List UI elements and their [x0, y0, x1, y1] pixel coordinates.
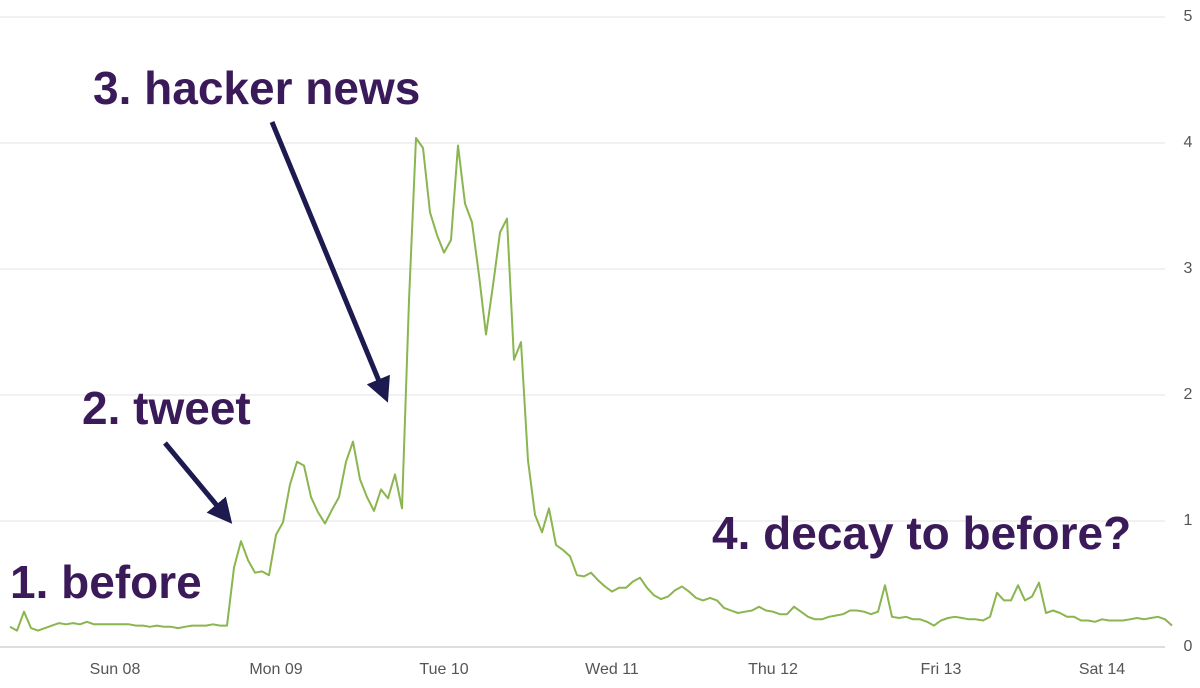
x-tick-label: Tue 10	[419, 661, 468, 678]
series-line	[9, 137, 1173, 632]
hn-arrow	[269, 121, 390, 403]
x-tick-label: Sun 08	[90, 661, 141, 678]
x-tick-label: Wed 11	[585, 661, 639, 678]
x-tick-label: Thu 12	[748, 661, 798, 678]
annotation: 4. decay to before?	[712, 507, 1131, 559]
plot	[9, 137, 1173, 632]
y-tick-label: 3	[1184, 260, 1193, 277]
x-tick-label: Sat 14	[1079, 661, 1125, 678]
x-tick-label: Mon 09	[249, 661, 302, 678]
y-tick-label: 1	[1184, 512, 1193, 529]
y-tick-label: 2	[1184, 386, 1193, 403]
annotation: 1. before	[10, 556, 202, 608]
y-tick-label: 5	[1184, 8, 1193, 25]
tweet-arrow	[163, 441, 233, 524]
y-tick-label: 4	[1184, 134, 1193, 151]
x-tick-label: Fri 13	[921, 661, 962, 678]
y-tick-label: 0	[1184, 638, 1193, 655]
grid: 0 1 2 3 4 5 Sun 08 Mon 09 Tue 10 Wed 11 Thu 12 Fri …	[0, 8, 1193, 678]
annotation: 3. hacker news	[93, 62, 420, 114]
annotation: 2. tweet	[82, 382, 251, 434]
